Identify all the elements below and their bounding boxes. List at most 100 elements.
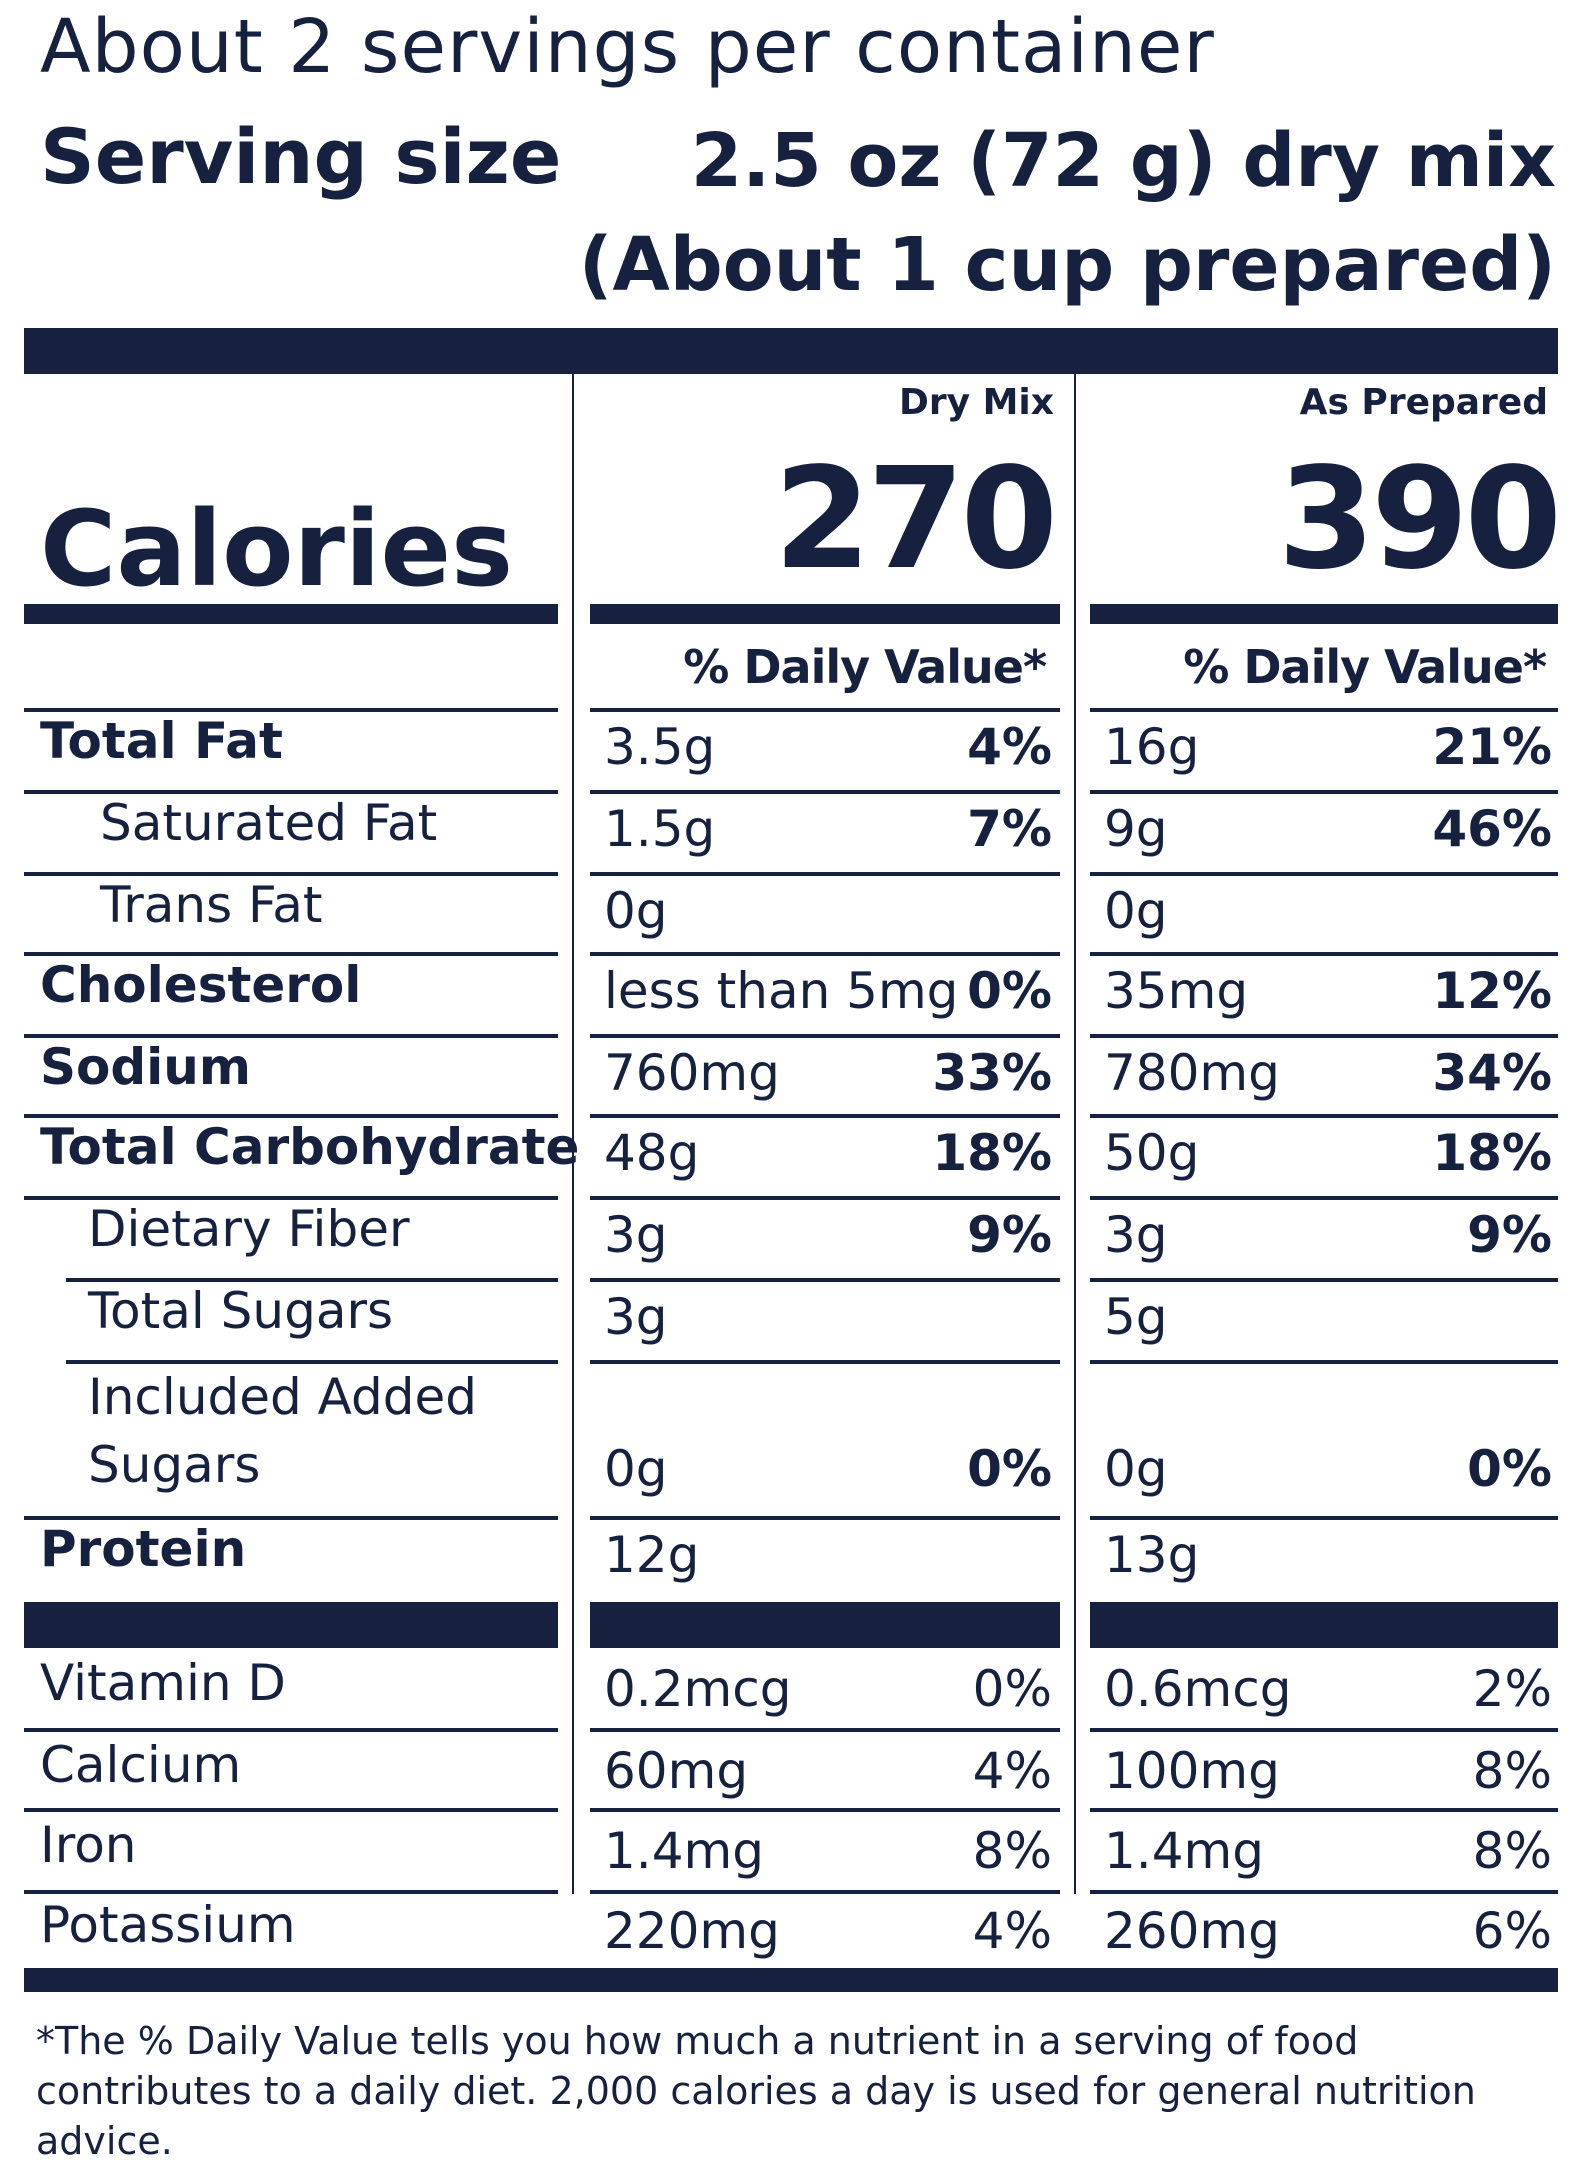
dry-amount: 48g: [604, 1124, 700, 1182]
daily-value-heading-prep: % Daily Value*: [1183, 640, 1547, 694]
prepared-percent-dv: 8%: [1472, 1742, 1552, 1800]
prepared-percent-dv: 6%: [1472, 1902, 1552, 1960]
nutrient-label: Total Sugars: [88, 1282, 394, 1340]
prepared-percent-dv: 46%: [1432, 800, 1552, 858]
daily-value-heading-dry: % Daily Value*: [683, 640, 1047, 694]
prepared-amount: 100mg: [1104, 1742, 1280, 1800]
row-rule: [1090, 1034, 1558, 1038]
row-rule: [590, 1808, 1060, 1812]
thick-divider-bottom: [24, 1968, 1558, 1992]
dry-amount: 220mg: [604, 1902, 780, 1960]
dry-percent-dv: 4%: [972, 1902, 1052, 1960]
row-rule: [1090, 1516, 1558, 1520]
row-rule: [1090, 872, 1558, 876]
prepared-percent-dv: 21%: [1432, 718, 1552, 776]
row-rule: [24, 872, 558, 876]
nutrient-label: Vitamin D: [40, 1654, 286, 1712]
dry-amount: 1.5g: [604, 800, 716, 858]
nutrient-label: Included Added: [88, 1368, 477, 1426]
row-rule: [1090, 1360, 1558, 1364]
row-rule: [1090, 1278, 1558, 1282]
vitamin-bar-prep: [1090, 1602, 1558, 1648]
row-rule: [590, 1890, 1060, 1894]
vitamin-bar-dry: [590, 1602, 1060, 1648]
row-rule: [1090, 1196, 1558, 1200]
row-rule: [590, 1034, 1060, 1038]
column-divider-right: [1074, 374, 1076, 1894]
row-rule: [24, 708, 558, 712]
row-rule: [590, 1278, 1060, 1282]
prepared-amount: 5g: [1104, 1288, 1168, 1346]
nutrient-label: Dietary Fiber: [88, 1200, 410, 1258]
prepared-percent-dv: 0%: [1467, 1440, 1552, 1498]
serving-size-label: Serving size: [40, 112, 562, 201]
nutrient-label: Total Carbohydrate: [40, 1118, 580, 1176]
serving-size-value: 2.5 oz (72 g) dry mix: [690, 118, 1556, 204]
nutrient-label: Potassium: [40, 1896, 296, 1954]
prepared-amount: 260mg: [1104, 1902, 1280, 1960]
prepared-percent-dv: 9%: [1467, 1206, 1552, 1264]
row-rule: [590, 790, 1060, 794]
prepared-percent-dv: 18%: [1432, 1124, 1552, 1182]
prepared-amount: 9g: [1104, 800, 1168, 858]
calories-as-prepared-value: 390: [1277, 438, 1562, 601]
prepared-amount: 50g: [1104, 1124, 1200, 1182]
serving-size-prepared-value: (About 1 cup prepared): [578, 222, 1556, 308]
row-rule: [24, 1114, 558, 1118]
dry-percent-dv: 4%: [972, 1742, 1052, 1800]
row-rule: [590, 952, 1060, 956]
prepared-amount: 1.4mg: [1104, 1822, 1264, 1880]
nutrient-label: Cholesterol: [40, 956, 362, 1014]
prepared-amount: 0.6mcg: [1104, 1660, 1292, 1718]
prepared-amount: 3g: [1104, 1206, 1168, 1264]
vitamin-bar-label: [24, 1602, 558, 1648]
nutrient-label: Iron: [40, 1816, 137, 1874]
row-rule: [66, 1360, 558, 1364]
dry-mix-heading: Dry Mix: [898, 382, 1054, 423]
calories-bar-label: [24, 604, 558, 624]
dry-amount: 12g: [604, 1526, 700, 1584]
row-rule: [1090, 1890, 1558, 1894]
servings-per-container: About 2 servings per container: [40, 4, 1215, 90]
prepared-amount: 13g: [1104, 1526, 1200, 1584]
dry-percent-dv: 9%: [967, 1206, 1052, 1264]
row-rule: [590, 1516, 1060, 1520]
dry-percent-dv: 0%: [972, 1660, 1052, 1718]
nutrient-label: Saturated Fat: [100, 794, 438, 852]
footnote: *The % Daily Value tells you how much a …: [36, 2019, 1476, 2163]
dry-percent-dv: 0%: [967, 962, 1052, 1020]
dry-amount: 3.5g: [604, 718, 716, 776]
row-rule: [590, 1360, 1060, 1364]
dry-percent-dv: 0%: [967, 1440, 1052, 1498]
row-rule: [590, 872, 1060, 876]
dry-percent-dv: 18%: [932, 1124, 1052, 1182]
prepared-amount: 780mg: [1104, 1044, 1280, 1102]
dry-percent-dv: 33%: [932, 1044, 1052, 1102]
row-rule: [1090, 952, 1558, 956]
thick-divider-top: [24, 328, 1558, 374]
prepared-percent-dv: 8%: [1472, 1822, 1552, 1880]
column-divider-left: [572, 374, 574, 1894]
dry-amount: 60mg: [604, 1742, 749, 1800]
row-rule: [24, 1516, 558, 1520]
nutrient-label-line-2: Sugars: [88, 1436, 261, 1494]
row-rule: [590, 708, 1060, 712]
row-rule: [590, 1728, 1060, 1732]
dry-percent-dv: 8%: [972, 1822, 1052, 1880]
row-rule: [24, 1034, 558, 1038]
calories-label: Calories: [40, 488, 513, 610]
dry-amount: 3g: [604, 1206, 668, 1264]
dry-amount: 0g: [604, 1440, 668, 1498]
dry-amount: less than 5mg: [604, 962, 959, 1020]
dry-amount: 3g: [604, 1288, 668, 1346]
row-rule: [590, 1196, 1060, 1200]
row-rule: [1090, 1728, 1558, 1732]
dry-percent-dv: 4%: [967, 718, 1052, 776]
row-rule: [66, 1278, 558, 1282]
row-rule: [24, 1196, 558, 1200]
prepared-percent-dv: 2%: [1472, 1660, 1552, 1718]
prepared-amount: 16g: [1104, 718, 1200, 776]
row-rule: [1090, 1114, 1558, 1118]
nutrient-label: Calcium: [40, 1736, 242, 1794]
nutrient-label: Total Fat: [40, 712, 283, 770]
